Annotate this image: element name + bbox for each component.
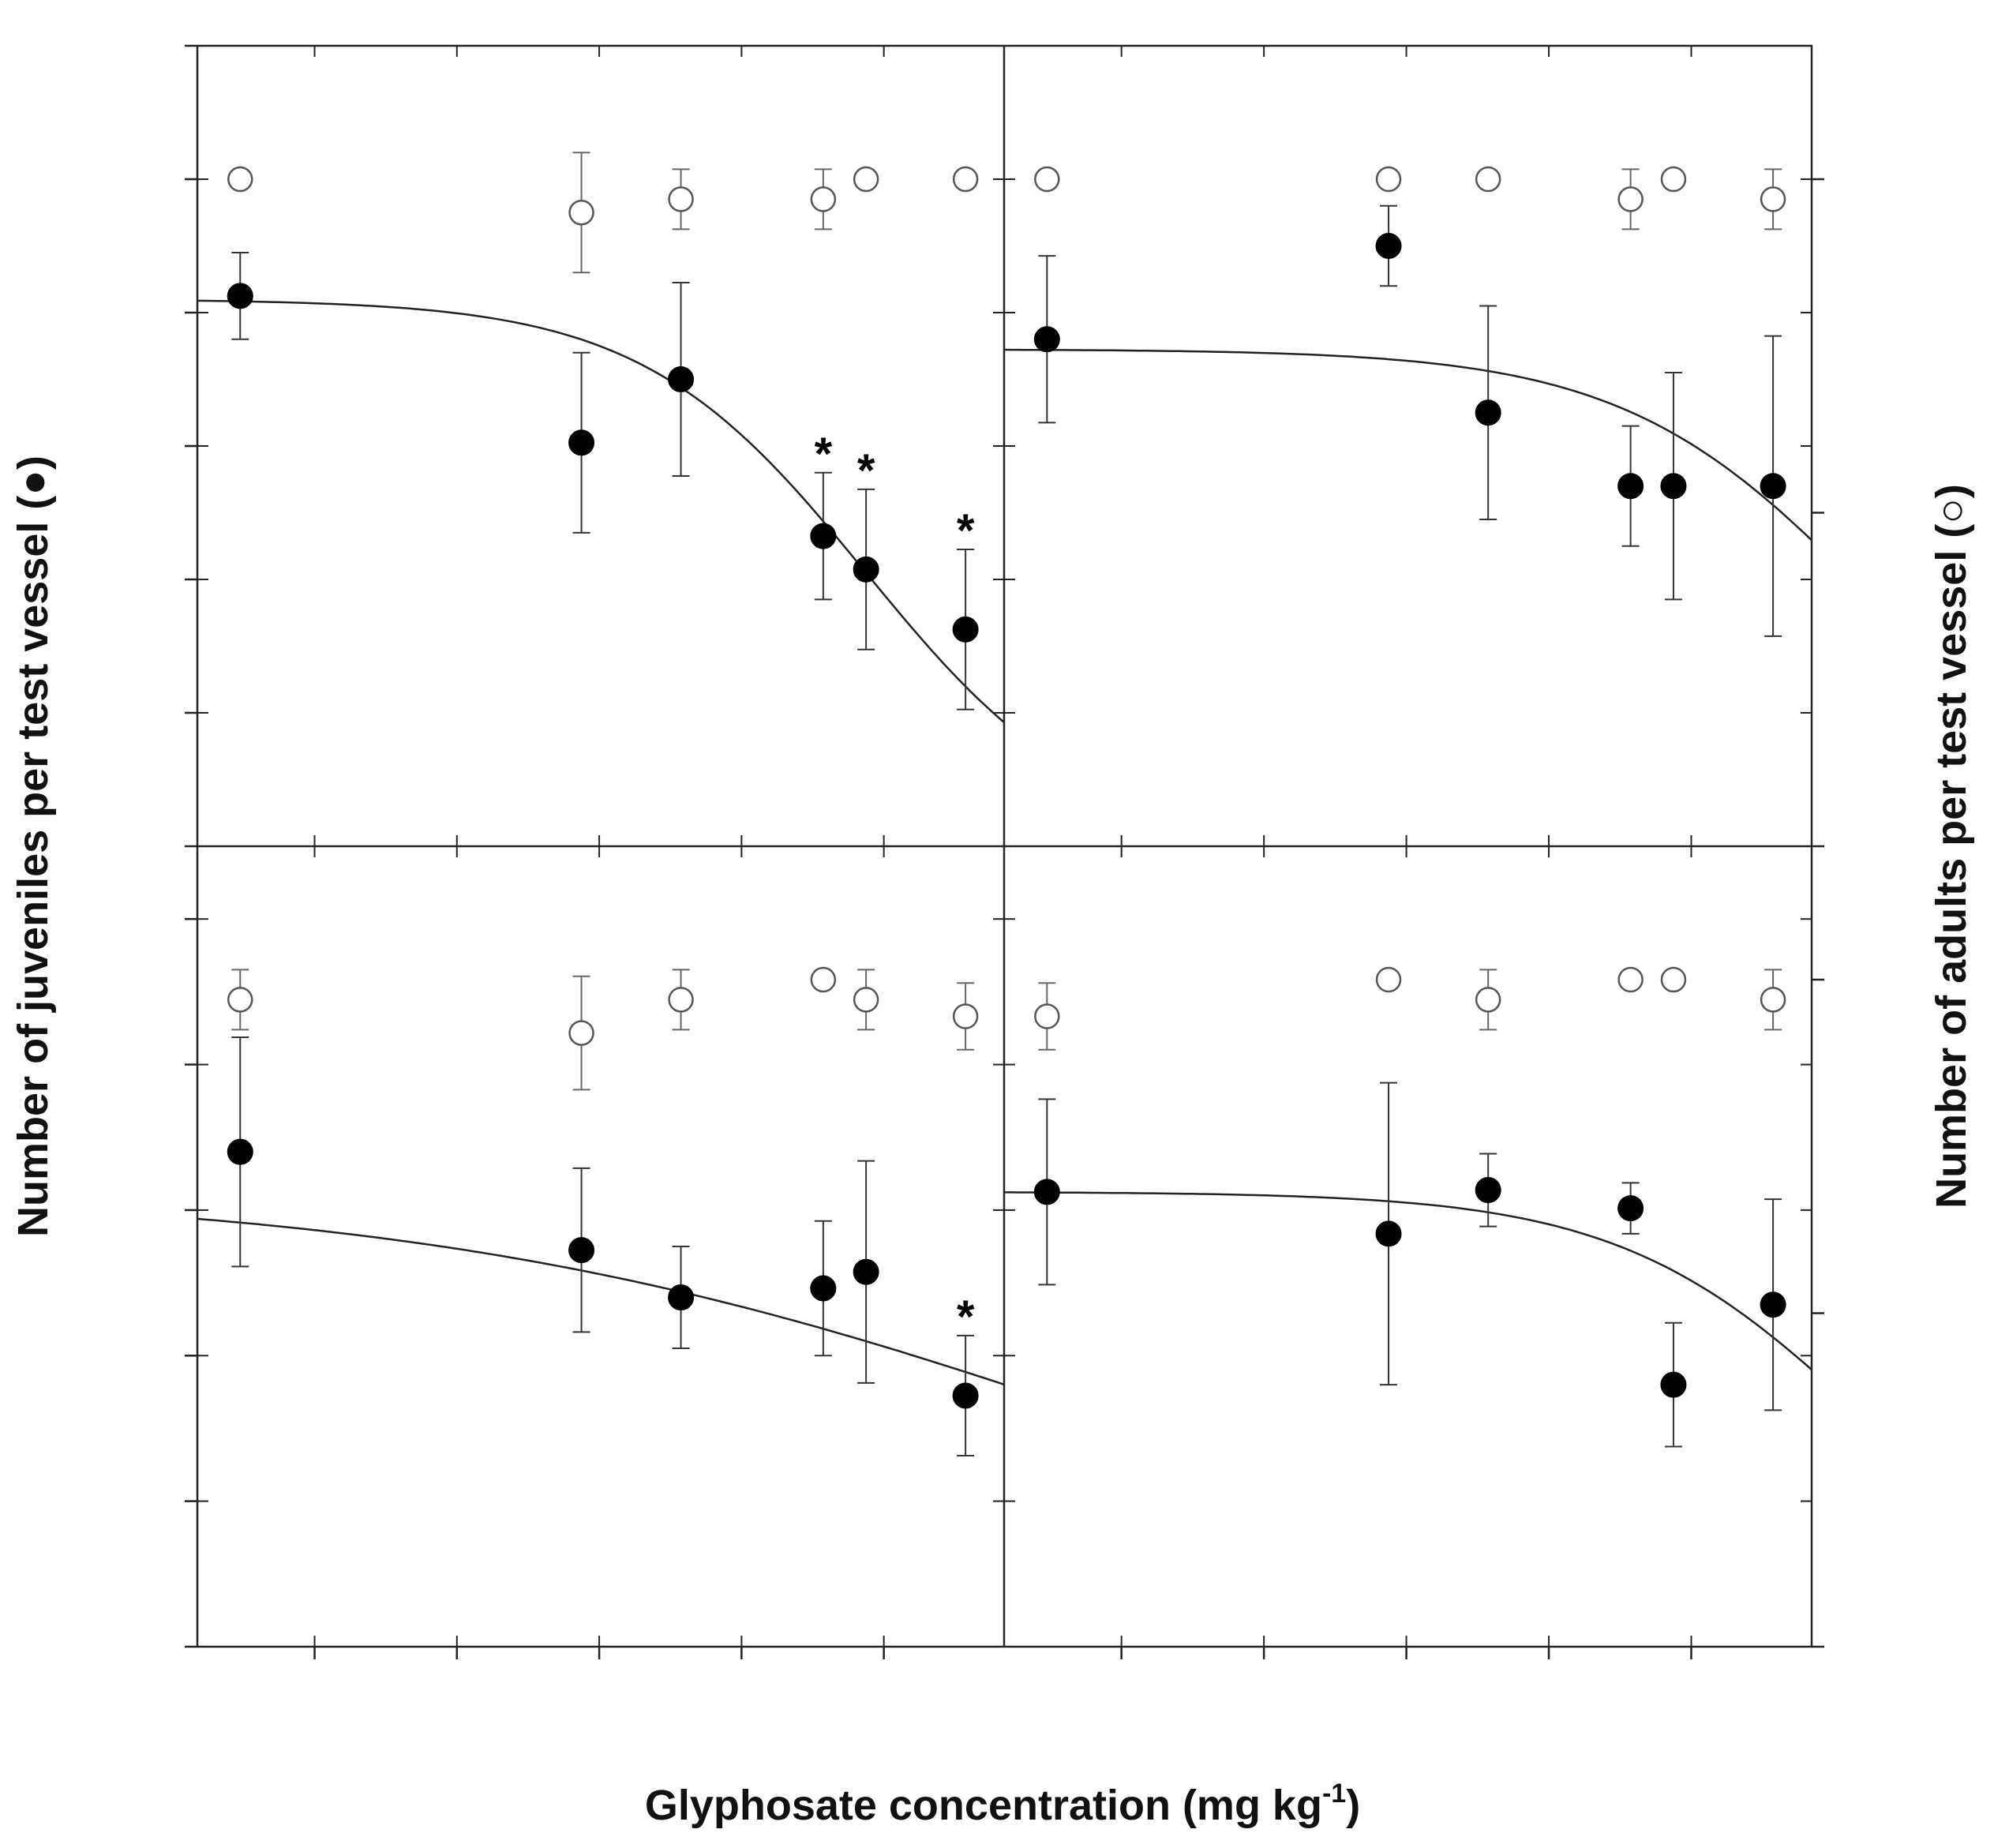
adult-point <box>227 987 253 1013</box>
juvenile-point <box>853 556 879 583</box>
juvenile-point <box>810 1275 837 1302</box>
x-axis-title-close: ) <box>1346 1782 1360 1829</box>
x-axis-title-superscript: -1 <box>1322 1779 1346 1809</box>
juvenile-point <box>1617 473 1644 500</box>
adult-point <box>1617 186 1644 212</box>
fit-curve <box>197 299 1005 724</box>
panel-c: * <box>185 846 1005 1659</box>
juvenile-point <box>810 523 837 549</box>
significance-asterisk: * <box>957 1291 975 1343</box>
juvenile-point <box>1760 473 1786 500</box>
adult-point <box>810 186 837 212</box>
adult-point <box>1760 186 1786 212</box>
x-axis-title: Glyphosate concentration (mg kg-1) <box>645 1779 1360 1829</box>
adult-point <box>668 987 694 1013</box>
adult-point <box>568 200 594 226</box>
adult-point <box>227 166 253 193</box>
adult-point <box>1760 987 1786 1013</box>
juvenile-point <box>668 1284 695 1311</box>
juvenile-point <box>1375 1220 1402 1247</box>
panels: * * * * <box>185 44 1824 1659</box>
adult-point <box>952 1003 979 1029</box>
juvenile-point <box>1033 326 1060 353</box>
juvenile-point <box>952 616 979 643</box>
adult-point <box>1375 966 1402 993</box>
fit-curve <box>1003 348 1812 542</box>
juvenile-point <box>952 1382 979 1409</box>
adult-point <box>1660 166 1687 193</box>
juvenile-point <box>1475 399 1501 426</box>
adult-point <box>1034 1003 1060 1029</box>
juvenile-point <box>1033 1179 1060 1205</box>
adult-point <box>1034 166 1060 193</box>
panel-d <box>1004 846 1824 1659</box>
adult-point <box>1617 966 1644 993</box>
y-axis-title-right: Number of adults per test vessel (○) <box>1928 484 1975 1209</box>
significance-asterisk: * <box>957 505 975 557</box>
juvenile-point <box>568 429 595 456</box>
juvenile-point <box>1760 1291 1786 1318</box>
adult-point <box>1475 987 1501 1013</box>
adult-point <box>810 966 837 993</box>
y-axis-title-left: Number of juveniles per test vessel (●) <box>9 455 57 1237</box>
adult-point <box>952 166 979 193</box>
juvenile-point <box>1375 233 1402 259</box>
panel-a: * * * <box>185 44 1005 848</box>
adult-point <box>1660 966 1687 993</box>
adult-point <box>853 166 879 193</box>
adult-point <box>853 987 879 1013</box>
adult-point <box>1475 166 1501 193</box>
juvenile-point <box>853 1258 879 1285</box>
juvenile-point <box>668 366 695 392</box>
adult-point <box>668 186 694 212</box>
juvenile-point <box>1660 1371 1687 1398</box>
juvenile-point <box>568 1237 595 1264</box>
juvenile-point <box>227 1138 253 1165</box>
adult-point <box>1375 166 1402 193</box>
juvenile-point <box>1660 473 1687 500</box>
juvenile-point <box>227 283 253 309</box>
significance-asterisk: * <box>815 429 833 480</box>
panel-b <box>1003 46 1824 848</box>
adult-point <box>568 1020 594 1046</box>
fit-curve <box>1004 1191 1812 1371</box>
juvenile-point <box>1617 1195 1644 1222</box>
significance-asterisk: * <box>857 445 875 497</box>
juvenile-point <box>1475 1177 1501 1204</box>
fit-curve <box>197 1217 1005 1386</box>
